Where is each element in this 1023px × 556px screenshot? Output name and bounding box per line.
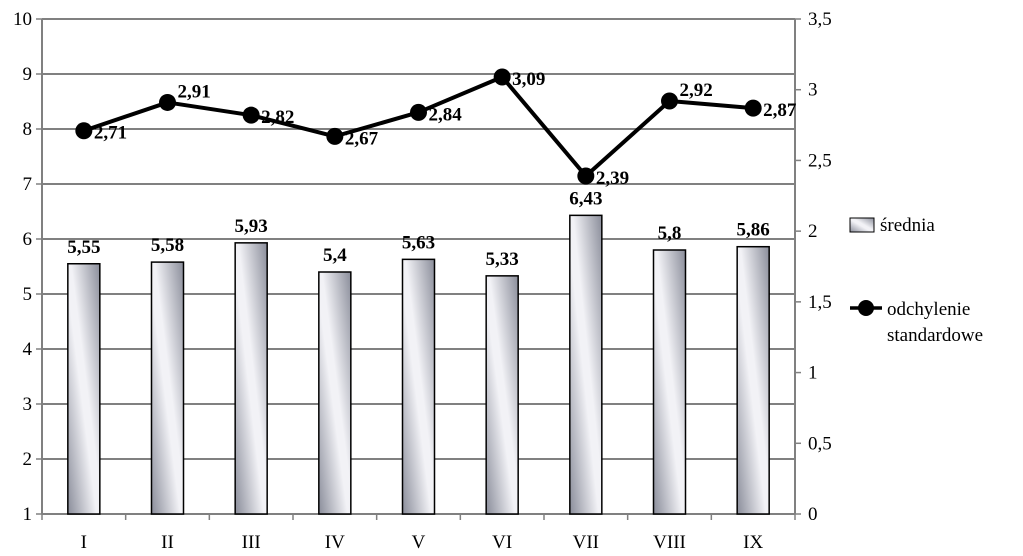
y-right-tick-label: 3,5 bbox=[808, 9, 832, 30]
y-left-tick-label: 10 bbox=[13, 9, 32, 30]
line-point bbox=[744, 99, 762, 117]
bar-value-label: 5,33 bbox=[486, 249, 519, 270]
x-tick-label: V bbox=[412, 532, 426, 553]
line-point bbox=[493, 68, 511, 86]
x-tick-label: VII bbox=[573, 532, 599, 553]
line-point bbox=[661, 92, 678, 110]
bar bbox=[401, 258, 436, 515]
y-left-tick-label: 3 bbox=[23, 394, 33, 415]
line-point bbox=[159, 93, 176, 111]
line-point bbox=[326, 127, 344, 145]
bar-value-label: 6,43 bbox=[569, 188, 602, 209]
y-left-tick-label: 7 bbox=[23, 174, 33, 195]
y-left-tick-label: 1 bbox=[23, 504, 33, 525]
bar-value-label: 5,55 bbox=[67, 237, 100, 258]
y-left-tick-label: 5 bbox=[23, 284, 33, 305]
y-right-tick-label: 3 bbox=[808, 80, 818, 101]
line-value-label: 2,92 bbox=[680, 80, 713, 101]
legend-line-marker bbox=[858, 300, 874, 316]
bar bbox=[318, 271, 352, 515]
line-value-label: 2,84 bbox=[429, 104, 463, 125]
bar-value-label: 5,8 bbox=[658, 223, 682, 244]
legend-label-line-2: standardowe bbox=[887, 325, 983, 346]
x-tick-label: I bbox=[81, 532, 87, 553]
bar-value-label: 5,63 bbox=[402, 232, 435, 253]
line-point bbox=[410, 103, 427, 121]
line-point bbox=[75, 122, 93, 140]
x-tick-label: III bbox=[242, 532, 261, 553]
y-right-tick-label: 1,5 bbox=[808, 292, 832, 313]
line-value-label: 2,91 bbox=[178, 81, 211, 102]
line-value-label: 2,82 bbox=[261, 107, 294, 128]
legend-bar-swatch bbox=[849, 217, 875, 233]
x-tick-label: IX bbox=[743, 532, 763, 553]
y-left-tick-label: 9 bbox=[23, 64, 33, 85]
bar bbox=[736, 245, 770, 515]
bar-value-label: 5,93 bbox=[235, 216, 268, 237]
x-tick-label: IV bbox=[325, 532, 345, 553]
bar-value-label: 5,86 bbox=[737, 220, 770, 241]
line-value-label: 3,09 bbox=[512, 69, 545, 90]
x-tick-label: VIII bbox=[653, 532, 686, 553]
x-tick-label: VI bbox=[492, 532, 512, 553]
line-point bbox=[242, 106, 260, 124]
line-value-label: 2,67 bbox=[345, 128, 379, 149]
y-left-tick-label: 4 bbox=[23, 339, 33, 360]
bar bbox=[234, 242, 268, 515]
y-right-tick-label: 0 bbox=[808, 504, 818, 525]
line-value-label: 2,87 bbox=[763, 100, 797, 121]
bar-value-label: 5,58 bbox=[151, 235, 184, 256]
y-right-tick-label: 1 bbox=[808, 363, 818, 384]
line-value-label: 2,39 bbox=[596, 168, 629, 189]
y-right-tick-label: 2 bbox=[808, 221, 818, 242]
bar bbox=[569, 214, 603, 515]
legend-label-bar: średnia bbox=[880, 215, 935, 236]
y-right-tick-label: 2,5 bbox=[808, 150, 832, 171]
bar bbox=[67, 263, 101, 515]
bar-value-label: 5,4 bbox=[323, 245, 347, 266]
y-right-tick-label: 0,5 bbox=[808, 433, 832, 454]
line-value-label: 2,71 bbox=[94, 123, 127, 144]
line-point bbox=[577, 167, 595, 185]
y-left-tick-label: 8 bbox=[23, 119, 33, 140]
y-left-tick-label: 2 bbox=[23, 449, 33, 470]
y-left-tick-label: 6 bbox=[23, 229, 33, 250]
bar bbox=[150, 261, 185, 515]
bar bbox=[485, 275, 519, 515]
bar bbox=[652, 249, 687, 515]
legend-label-line-1: odchylenie bbox=[887, 299, 970, 320]
x-tick-label: II bbox=[161, 532, 174, 553]
